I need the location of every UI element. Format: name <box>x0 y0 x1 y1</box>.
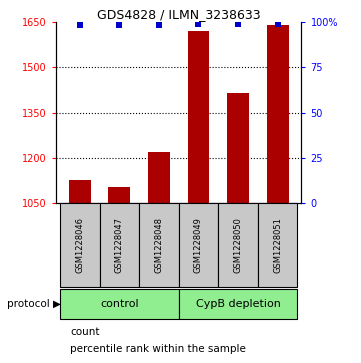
Bar <box>258 203 297 287</box>
Text: GSM1228051: GSM1228051 <box>273 217 282 273</box>
Point <box>77 23 83 28</box>
Point <box>235 21 241 26</box>
Bar <box>148 152 170 203</box>
Text: CypB depletion: CypB depletion <box>196 299 280 309</box>
Text: GSM1228048: GSM1228048 <box>155 217 164 273</box>
Text: GSM1228046: GSM1228046 <box>75 217 84 273</box>
Bar <box>227 93 249 203</box>
Bar <box>60 203 100 287</box>
Text: protocol ▶: protocol ▶ <box>7 299 61 309</box>
Bar <box>188 31 209 203</box>
Text: GSM1228047: GSM1228047 <box>115 217 124 273</box>
Bar <box>100 203 139 287</box>
Bar <box>179 203 218 287</box>
Text: GSM1228050: GSM1228050 <box>234 217 243 273</box>
Point <box>196 21 201 26</box>
Bar <box>267 25 288 203</box>
Point <box>275 21 280 26</box>
Text: count: count <box>70 327 100 337</box>
Text: GSM1228049: GSM1228049 <box>194 217 203 273</box>
Point <box>156 23 162 28</box>
Bar <box>179 289 297 319</box>
Bar <box>108 187 130 203</box>
Bar <box>218 203 258 287</box>
Point <box>116 23 122 28</box>
Bar <box>139 203 179 287</box>
Bar <box>60 289 179 319</box>
Text: percentile rank within the sample: percentile rank within the sample <box>70 344 246 354</box>
Title: GDS4828 / ILMN_3238633: GDS4828 / ILMN_3238633 <box>97 8 261 21</box>
Bar <box>69 180 91 203</box>
Text: control: control <box>100 299 139 309</box>
